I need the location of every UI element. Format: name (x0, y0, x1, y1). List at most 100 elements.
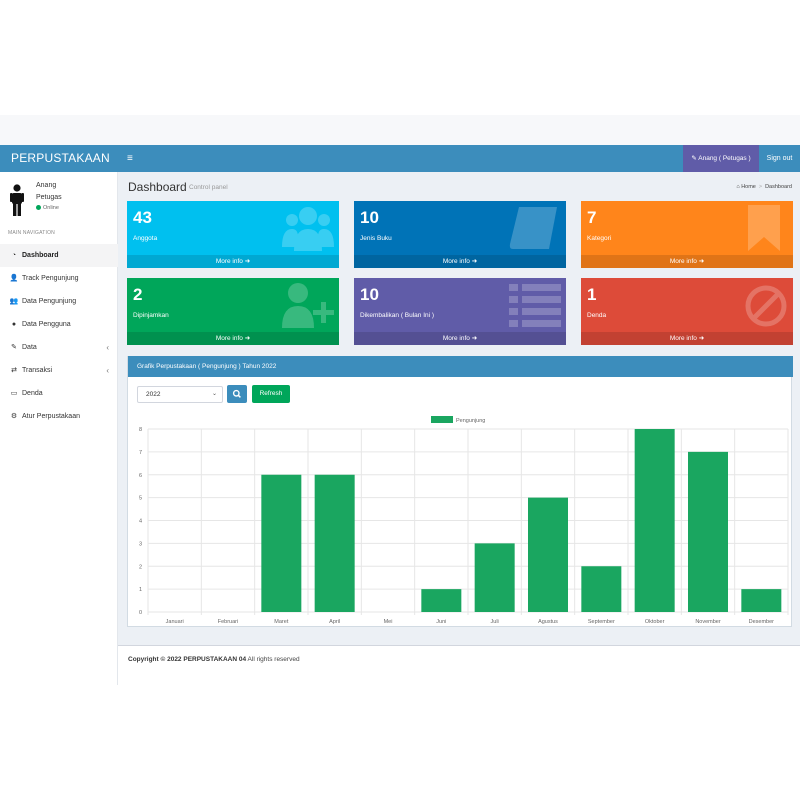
bookmark-icon (736, 205, 788, 251)
x-tick-label: Maret (274, 619, 289, 625)
sidebar-nav: ◔ Dashboard 👤 Track Pengunjung 👥 Data Pengunj… (0, 244, 118, 428)
sidebar-item-dashboard[interactable]: ◔ Dashboard (0, 244, 118, 267)
info-box-value: 10 (360, 285, 379, 304)
x-tick-label: Mei (384, 619, 393, 625)
info-box-value: 2 (133, 285, 143, 304)
bar-agustus (528, 497, 568, 612)
bar-maret (261, 474, 302, 612)
breadcrumb-home[interactable]: Home (741, 184, 756, 190)
user-panel: Anang Petugas Online (0, 172, 118, 228)
sidebar-item-atur-perpustakaan[interactable]: ⚙ Atur Perpustakaan (0, 405, 118, 428)
info-box-label: Anggota (133, 235, 158, 242)
sidebar-item-label: Data Pengguna (22, 321, 71, 328)
more-info-link[interactable]: More info ➜ (354, 332, 566, 345)
x-tick-label: Juni (436, 619, 446, 625)
page-top-strip (0, 115, 800, 145)
more-info-link[interactable]: More info ➜ (581, 255, 793, 268)
bar-september (581, 566, 622, 612)
user-role-text: Petugas (36, 194, 62, 201)
y-tick-label: 1 (139, 587, 142, 593)
info-box-dikembalikan-bulan-ini: 10 Dikembalikan ( Bulan Ini ) More info ➜ (354, 278, 566, 345)
signout-button[interactable]: Sign out (766, 155, 793, 162)
money-icon: ▭ (10, 390, 18, 397)
arrow-circle-right-icon: ➜ (471, 335, 478, 342)
footer-text: Copyright © 2022 PERPUSTAKAAN 04 All rig… (128, 656, 300, 663)
y-tick-label: 3 (139, 541, 142, 547)
bar-desember (741, 589, 782, 612)
ban-icon (736, 282, 788, 328)
more-info-link[interactable]: More info ➜ (354, 255, 566, 268)
content-area: Dashboard Control panel ⌂ Home > Dashboard… (118, 172, 800, 685)
x-tick-label: November (695, 619, 721, 625)
sidebar-item-label: Dashboard (22, 252, 59, 259)
user-plus-icon (282, 282, 334, 328)
user-name: Anang Petugas (36, 180, 62, 204)
sidebar-item-denda[interactable]: ▭ Denda (0, 382, 118, 405)
more-info-label: More info (669, 335, 697, 342)
arrow-circle-right-icon: ➜ (698, 258, 705, 265)
info-box-value: 1 (587, 285, 597, 304)
y-tick-label: 0 (139, 610, 142, 616)
sidebar: Anang Petugas Online MAIN NAVIGATION ◔ Da… (0, 172, 118, 685)
nav-header: MAIN NAVIGATION (8, 230, 55, 236)
user-avatar-icon (10, 184, 24, 216)
status-text: Online (43, 205, 59, 211)
year-select[interactable]: 2022 ⌄ (137, 386, 223, 403)
x-tick-label: Juli (491, 619, 499, 625)
y-tick-label: 8 (139, 427, 142, 433)
more-info-link[interactable]: More info ➜ (127, 332, 339, 345)
breadcrumb-current: Dashboard (765, 184, 792, 190)
sidebar-item-track-pengunjung[interactable]: 👤 Track Pengunjung (0, 267, 118, 290)
sidebar-item-data-pengguna[interactable]: ● Data Pengguna (0, 313, 118, 336)
sidebar-item-data[interactable]: ✎ Data ‹ (0, 336, 118, 359)
sidebar-item-data-pengunjung[interactable]: 👥 Data Pengunjung (0, 290, 118, 313)
sidebar-item-label: Transaksi (22, 367, 53, 374)
info-box-value: 7 (587, 208, 597, 227)
refresh-button[interactable]: Refresh (252, 385, 290, 403)
x-tick-label: April (329, 619, 340, 625)
more-info-label: More info (442, 335, 470, 342)
chevron-down-icon: ⌄ (211, 391, 217, 397)
edit-icon: ✎ (691, 155, 699, 162)
visitor-bar-chart: 0 1 2 3 4 5 6 7 8 Januari Februari Maret April Mei Jun… (139, 416, 789, 625)
info-box-value: 43 (133, 208, 152, 227)
more-info-label: More info (215, 335, 243, 342)
cogs-icon: ⚙ (10, 413, 18, 420)
bar-juni (421, 589, 462, 612)
info-box-label: Jenis Buku (360, 235, 392, 242)
sidebar-item-transaksi[interactable]: ⇄ Transaksi ‹ (0, 359, 118, 382)
search-button[interactable] (227, 385, 247, 403)
chart-panel-title: Grafik Perpustakaan ( Pengunjung ) Tahun… (128, 356, 793, 377)
sidebar-item-label: Data (22, 344, 37, 351)
info-box-kategori: 7 Kategori More info ➜ (581, 201, 793, 268)
arrow-circle-right-icon: ➜ (244, 258, 251, 265)
page-subtitle: Control panel (189, 184, 228, 191)
bar-oktober (634, 429, 675, 612)
user-plus-icon: 👤 (9, 275, 19, 282)
info-box-label: Denda (587, 312, 607, 319)
info-box-label: Dikembalikan ( Bulan Ini ) (360, 312, 435, 319)
info-box-denda: 1 Denda More info ➜ (581, 278, 793, 345)
app-logo[interactable]: PERPUSTAKAAN 04 (11, 151, 110, 192)
info-box-dipinjamkan: 2 Dipinjamkan More info ➜ (127, 278, 339, 345)
sidebar-toggle-icon[interactable]: ≡ (127, 153, 133, 164)
more-info-link[interactable]: More info ➜ (581, 332, 793, 345)
breadcrumb: ⌂ Home > Dashboard (736, 184, 792, 190)
y-tick-label: 2 (139, 564, 142, 570)
info-box-anggota: 43 Anggota More info ➜ (127, 201, 339, 268)
more-info-label: More info (215, 258, 243, 265)
list-icon (509, 282, 561, 328)
online-dot-icon (36, 205, 41, 210)
x-tick-label: Januari (166, 619, 184, 625)
x-tick-label: Desember (749, 619, 775, 625)
info-box-value: 10 (360, 208, 379, 227)
user-icon: ● (11, 321, 17, 328)
user-menu-button[interactable]: ✎ Anang ( Petugas ) (683, 145, 759, 172)
info-box-label: Kategori (587, 235, 612, 242)
more-info-link[interactable]: More info ➜ (127, 255, 339, 268)
edit-icon: ✎ (11, 344, 17, 351)
page-top-margin (0, 0, 800, 115)
search-icon (232, 389, 241, 398)
arrow-circle-right-icon: ➜ (698, 335, 705, 342)
chevron-left-icon: ‹ (106, 366, 109, 375)
